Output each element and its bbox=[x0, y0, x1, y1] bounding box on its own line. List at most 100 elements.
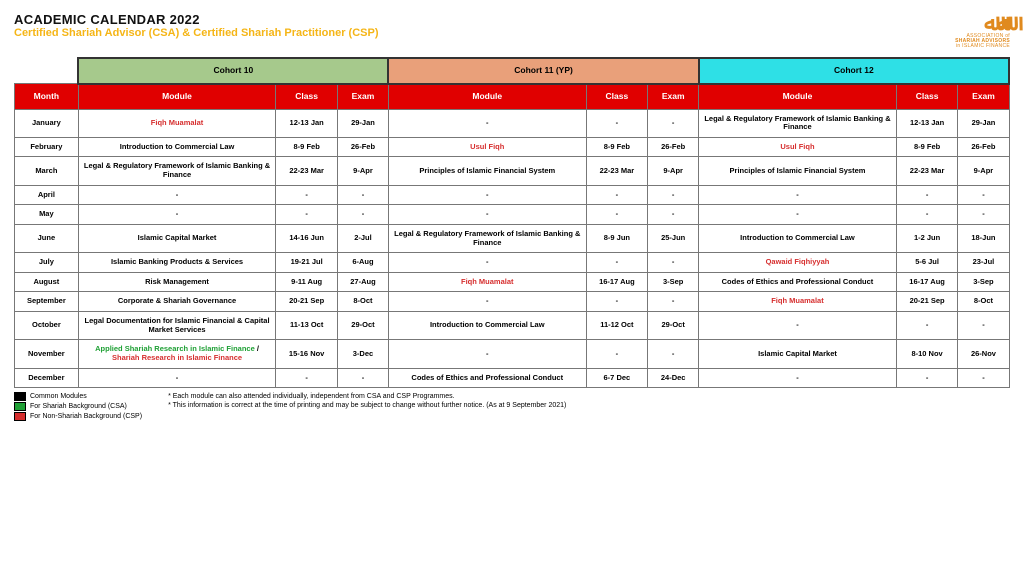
class-cell: 22-23 Mar bbox=[896, 157, 958, 185]
month-cell: June bbox=[15, 224, 79, 252]
class-cell: 8-9 Feb bbox=[586, 137, 648, 157]
class-cell: 20-21 Sep bbox=[276, 292, 338, 312]
class-cell: - bbox=[586, 185, 648, 205]
exam-cell: 2-Jul bbox=[337, 224, 388, 252]
module-cell: Codes of Ethics and Professional Conduct bbox=[388, 368, 586, 388]
module-cell: Applied Shariah Research in Islamic Fina… bbox=[78, 340, 276, 368]
module-cell: - bbox=[388, 205, 586, 225]
exam-cell: - bbox=[958, 312, 1009, 340]
exam-cell: 24-Dec bbox=[648, 368, 699, 388]
footnotes: * Each module can also attended individu… bbox=[168, 392, 566, 410]
exam-cell: 9-Apr bbox=[648, 157, 699, 185]
title-sub: Certified Shariah Advisor (CSA) & Certif… bbox=[14, 27, 379, 39]
exam-cell: 8-Oct bbox=[337, 292, 388, 312]
class-cell: 9-11 Aug bbox=[276, 272, 338, 292]
module-cell: Risk Management bbox=[78, 272, 276, 292]
module-cell: Islamic Capital Market bbox=[78, 224, 276, 252]
legend-label: For Non-Shariah Background (CSP) bbox=[30, 413, 142, 420]
module-cell: Principles of Islamic Financial System bbox=[388, 157, 586, 185]
logo: ﷲﷲ ASSOCIATION of SHARIAH ADVISORS in IS… bbox=[955, 12, 1010, 49]
module-cell: - bbox=[388, 253, 586, 273]
exam-cell: - bbox=[958, 205, 1009, 225]
class-cell: 22-23 Mar bbox=[586, 157, 648, 185]
class-cell: - bbox=[586, 292, 648, 312]
exam-cell: 29-Oct bbox=[648, 312, 699, 340]
col-module: Module bbox=[78, 84, 276, 109]
class-cell: 8-9 Feb bbox=[896, 137, 958, 157]
footnote: * This information is correct at the tim… bbox=[168, 401, 566, 410]
exam-cell: - bbox=[648, 109, 699, 137]
class-cell: - bbox=[586, 253, 648, 273]
month-cell: July bbox=[15, 253, 79, 273]
class-cell: - bbox=[276, 185, 338, 205]
exam-cell: 3-Dec bbox=[337, 340, 388, 368]
month-cell: January bbox=[15, 109, 79, 137]
month-cell: November bbox=[15, 340, 79, 368]
cohort-header-11: Cohort 11 (YP) bbox=[388, 58, 698, 84]
table-row: May--------- bbox=[15, 205, 1010, 225]
module-cell: - bbox=[78, 185, 276, 205]
legend-label: Common Modules bbox=[30, 393, 87, 400]
class-cell: 1-2 Jun bbox=[896, 224, 958, 252]
legend-item: Common Modules bbox=[14, 392, 142, 401]
table-row: April--------- bbox=[15, 185, 1010, 205]
class-cell: 16-17 Aug bbox=[896, 272, 958, 292]
month-cell: August bbox=[15, 272, 79, 292]
class-cell: 12-13 Jan bbox=[276, 109, 338, 137]
month-cell: December bbox=[15, 368, 79, 388]
exam-cell: 23-Jul bbox=[958, 253, 1009, 273]
class-cell: 6-7 Dec bbox=[586, 368, 648, 388]
module-cell: Principles of Islamic Financial System bbox=[699, 157, 897, 185]
month-cell: March bbox=[15, 157, 79, 185]
exam-cell: 9-Apr bbox=[337, 157, 388, 185]
table-row: JanuaryFiqh Muamalat12-13 Jan29-Jan---Le… bbox=[15, 109, 1010, 137]
class-cell: 12-13 Jan bbox=[896, 109, 958, 137]
class-cell: 11-12 Oct bbox=[586, 312, 648, 340]
exam-cell: 26-Feb bbox=[337, 137, 388, 157]
exam-cell: - bbox=[648, 185, 699, 205]
module-cell: Fiqh Muamalat bbox=[699, 292, 897, 312]
class-cell: 20-21 Sep bbox=[896, 292, 958, 312]
module-cell: Islamic Capital Market bbox=[699, 340, 897, 368]
col-month: Month bbox=[15, 84, 79, 109]
module-cell: - bbox=[699, 205, 897, 225]
table-row: NovemberApplied Shariah Research in Isla… bbox=[15, 340, 1010, 368]
exam-cell: 27-Aug bbox=[337, 272, 388, 292]
class-cell: 8-9 Feb bbox=[276, 137, 338, 157]
class-cell: - bbox=[276, 368, 338, 388]
legend-label: For Shariah Background (CSA) bbox=[30, 403, 127, 410]
class-cell: 19-21 Jul bbox=[276, 253, 338, 273]
table-row: OctoberLegal Documentation for Islamic F… bbox=[15, 312, 1010, 340]
col-exam: Exam bbox=[648, 84, 699, 109]
module-cell: Qawaid Fiqhiyyah bbox=[699, 253, 897, 273]
cohort-header-12: Cohort 12 bbox=[699, 58, 1009, 84]
class-cell: 15-16 Nov bbox=[276, 340, 338, 368]
exam-cell: 9-Apr bbox=[958, 157, 1009, 185]
col-class: Class bbox=[896, 84, 958, 109]
class-cell: 5-6 Jul bbox=[896, 253, 958, 273]
class-cell: - bbox=[586, 205, 648, 225]
module-cell: - bbox=[388, 109, 586, 137]
exam-cell: 26-Feb bbox=[958, 137, 1009, 157]
table-row: MarchLegal & Regulatory Framework of Isl… bbox=[15, 157, 1010, 185]
col-class: Class bbox=[586, 84, 648, 109]
module-cell: Legal & Regulatory Framework of Islamic … bbox=[388, 224, 586, 252]
exam-cell: - bbox=[958, 368, 1009, 388]
module-cell: - bbox=[388, 292, 586, 312]
module-cell: Fiqh Muamalat bbox=[78, 109, 276, 137]
module-cell: Legal & Regulatory Framework of Islamic … bbox=[78, 157, 276, 185]
module-cell: - bbox=[699, 312, 897, 340]
month-cell: September bbox=[15, 292, 79, 312]
logo-icon: ﷲﷲ bbox=[955, 12, 1010, 34]
module-cell: - bbox=[699, 368, 897, 388]
footnote: * Each module can also attended individu… bbox=[168, 392, 566, 401]
module-cell: Legal Documentation for Islamic Financia… bbox=[78, 312, 276, 340]
module-cell: Legal & Regulatory Framework of Islamic … bbox=[699, 109, 897, 137]
class-cell: 14-16 Jun bbox=[276, 224, 338, 252]
exam-cell: 29-Jan bbox=[337, 109, 388, 137]
column-headers: Month Module Class Exam Module Class Exa… bbox=[15, 84, 1010, 109]
class-cell: 8-9 Jun bbox=[586, 224, 648, 252]
table-row: SeptemberCorporate & Shariah Governance2… bbox=[15, 292, 1010, 312]
exam-cell: 26-Feb bbox=[648, 137, 699, 157]
exam-cell: 18-Jun bbox=[958, 224, 1009, 252]
